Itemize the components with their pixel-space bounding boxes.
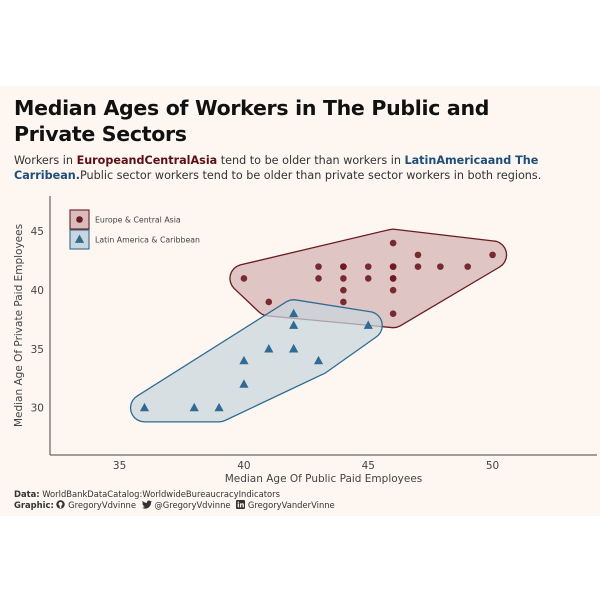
point-eca-20 (437, 263, 444, 270)
twitter-icon (141, 500, 152, 509)
caption-data-line: Data: WorldBankDataCatalog:WorldwideBure… (14, 489, 594, 500)
point-eca-3 (315, 275, 322, 282)
linkedin-icon (236, 499, 246, 509)
point-eca-8 (340, 298, 347, 306)
point-eca-10 (364, 275, 372, 282)
point-lac-3 (239, 355, 249, 365)
legend-item-eca: Europe & Central Asia (69, 209, 181, 230)
subtitle-eca-name: EuropeandCentralAsia (76, 154, 218, 167)
caption-graphic-line: Graphic: GregoryVdvinne @GregoryVdvinne … (14, 499, 594, 511)
x-axis-label: Median Age Of Public Paid Employees (225, 473, 423, 485)
x-tick-label-0: 35 (113, 460, 126, 472)
subtitle-lac-name: LatinAmericaand The Carribean. (14, 154, 539, 182)
y-tick-label-3: 45 (31, 226, 44, 238)
legend-marker-lac (74, 234, 85, 243)
point-eca-13 (389, 263, 397, 270)
point-lac-2 (214, 402, 224, 412)
y-tick-label-2: 40 (31, 285, 44, 297)
point-eca-15 (389, 275, 397, 282)
point-layer (139, 239, 496, 412)
chart-subtitle: Workers in EuropeandCentralAsia tend to … (14, 153, 589, 183)
caption-twitter-handle: @GregoryVdvinne (151, 499, 231, 510)
subtitle-part-2: tend to be older than workers in (217, 154, 405, 167)
point-lac-4 (239, 379, 249, 388)
point-eca-16 (389, 286, 397, 294)
hull-lac (129, 299, 383, 423)
y-axis-label: Median Age Of Private Paid Employees (13, 224, 25, 427)
legend: Europe & Central Asia Latin America & Ca… (69, 209, 200, 250)
caption-data-source: WorldBankDataCatalog:WorldwideBureaucrac… (39, 489, 280, 499)
x-tick-label-2: 45 (362, 460, 375, 472)
point-lac-1 (189, 402, 199, 412)
point-eca-2 (315, 263, 322, 270)
axes-layer (49, 196, 597, 456)
caption-linkedin-handle: GregoryVanderVinne (245, 499, 335, 510)
caption-github-handle: GregoryVdvinne (65, 499, 136, 510)
point-eca-0 (240, 275, 248, 282)
legend-item-lac: Latin America & Caribbean (69, 229, 200, 250)
point-eca-17 (389, 310, 397, 318)
scatter-chart: 35 40 45 50 30 35 40 45 Median Age Of Public Pa… (13, 196, 597, 485)
tick-layer: 35 40 45 50 30 35 40 45 (31, 226, 500, 472)
point-eca-19 (414, 263, 422, 270)
x-tick-label-3: 50 (486, 460, 499, 472)
point-eca-9 (364, 263, 372, 270)
github-icon (56, 499, 66, 509)
x-tick-label-1: 40 (237, 460, 250, 472)
point-lac-9 (289, 344, 299, 353)
point-eca-1 (265, 298, 273, 306)
y-tick-label-1: 35 (31, 344, 44, 356)
point-lac-11 (363, 320, 373, 329)
legend-label-eca: Europe & Central Asia (95, 216, 181, 225)
point-eca-5 (340, 263, 347, 270)
subtitle-part-3: Public sector workers tend to be older t… (80, 169, 542, 182)
point-lac-6 (289, 308, 299, 318)
point-eca-22 (489, 251, 496, 259)
legend-label-lac: Latin America & Caribbean (95, 236, 200, 245)
point-lac-5 (264, 344, 274, 353)
point-lac-7 (289, 320, 299, 329)
y-tick-label-0: 30 (31, 403, 44, 415)
chart-caption: Data: WorldBankDataCatalog:WorldwideBure… (14, 489, 594, 510)
point-eca-11 (389, 239, 397, 247)
point-eca-18 (414, 251, 422, 259)
point-lac-0 (139, 402, 150, 412)
caption-data-label: Data: (14, 489, 40, 499)
hull-layer (129, 228, 508, 423)
point-eca-7 (340, 286, 347, 294)
legend-marker-eca (76, 216, 83, 223)
point-eca-21 (464, 263, 472, 270)
point-lac-10 (313, 355, 324, 365)
subtitle-part-1: Workers in (14, 154, 77, 167)
point-eca-6 (340, 275, 347, 282)
chart-title: Median Ages of Workers in The Public and… (14, 96, 490, 146)
caption-graphic-label: Graphic: (14, 499, 54, 510)
chart-card: Median Ages of Workers in The Public and… (0, 86, 600, 516)
